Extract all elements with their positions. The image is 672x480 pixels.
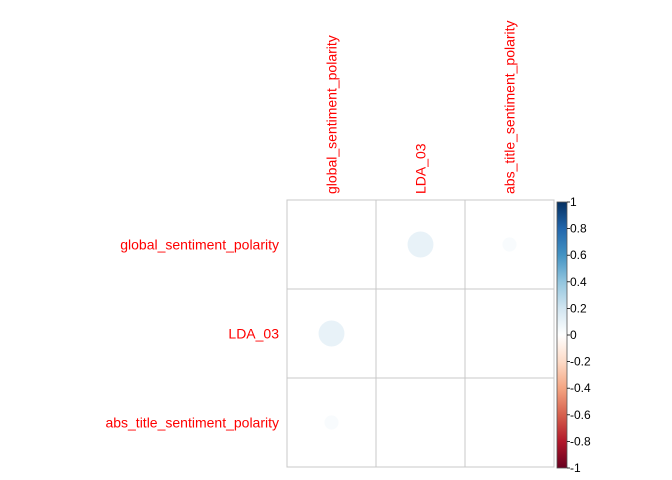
grid-cell [464,377,555,468]
correlation-circle [502,237,517,252]
column-label: abs_title_sentiment_polarity [502,20,518,194]
correlation-circle [324,415,339,430]
colorbar-tick-label: -0.8 [570,434,591,448]
column-label: global_sentiment_polarity [324,35,340,194]
row-labels: global_sentiment_polarity LDA_03 abs_title… [105,237,279,431]
column-label: LDA_03 [413,143,429,194]
correlation-circle [318,320,345,347]
grid-cell [375,377,466,468]
colorbar-tick-label: 0.4 [570,275,587,289]
column-labels: global_sentiment_polarity LDA_03 abs_title… [324,20,518,194]
colorbar-tick-label: -0.6 [570,408,591,422]
colorbar-tick-label: 0 [570,328,577,342]
colorbar-tick-label: 0.8 [570,222,587,236]
row-label: abs_title_sentiment_polarity [105,415,279,431]
colorbar-tick-label: 0.6 [570,248,587,262]
colorbar-tick-label: 1 [570,195,577,209]
correlation-circles [318,231,517,430]
correlation-circle [407,231,434,258]
colorbar-tick-label: 0.2 [570,301,587,315]
colorbar: 1 0.8 0.6 0.4 0.2 0 -0.2 -0.4 -0.6 -0.8 -1 [556,195,591,475]
matrix-grid [286,199,555,468]
row-label: global_sentiment_polarity [120,237,279,253]
colorbar-tick-label: -0.2 [570,355,591,369]
grid-cell [375,288,466,379]
colorbar-gradient [556,201,568,469]
row-label: LDA_03 [228,326,279,342]
colorbar-tick-label: -0.4 [570,381,591,395]
grid-cell [286,199,377,290]
grid-cell [464,288,555,379]
colorbar-tick-label: -1 [570,461,581,475]
